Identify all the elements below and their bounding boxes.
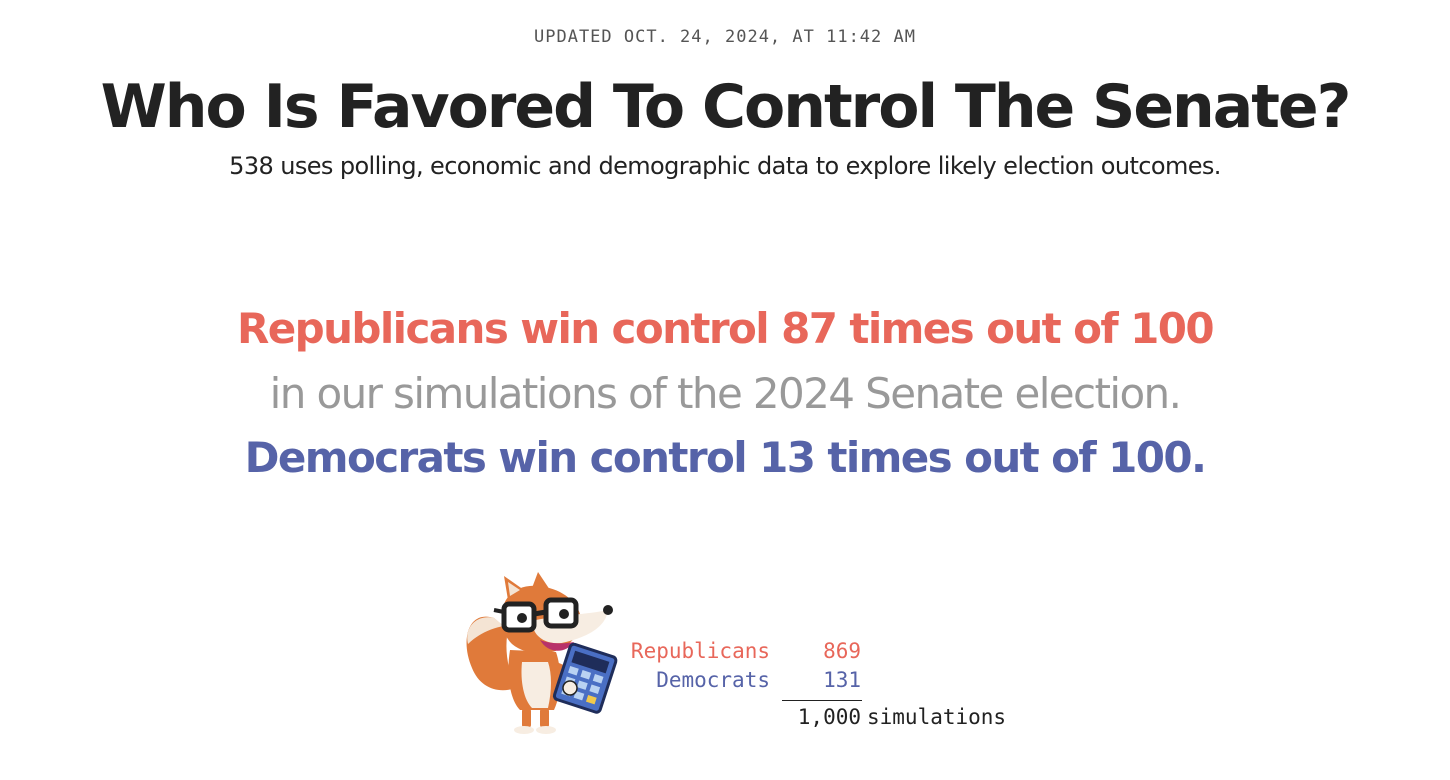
fox-mascot-icon — [466, 572, 618, 734]
tally-democrats-value: 131 — [823, 668, 861, 692]
tally-republicans-value: 869 — [823, 639, 861, 663]
tally-republicans-label: Republicans — [630, 639, 770, 663]
tally-total-value: 1,000 — [797, 705, 861, 729]
simulation-context-line: in our simulations of the 2024 Senate el… — [269, 369, 1182, 418]
republican-odds-line: Republicans win control 87 times out of … — [237, 304, 1215, 353]
page-subtitle: 538 uses polling, economic and demograph… — [229, 152, 1221, 180]
tally-democrats-label: Democrats — [656, 668, 770, 692]
page-title: Who Is Favored To Control The Senate? — [100, 72, 1352, 142]
updated-timestamp: UPDATED OCT. 24, 2024, AT 11:42 AM — [534, 27, 916, 47]
tally-total-unit: simulations — [867, 705, 1007, 729]
democrat-odds-line: Democrats win control 13 times out of 10… — [244, 433, 1207, 482]
tally-sum-divider — [782, 700, 862, 701]
